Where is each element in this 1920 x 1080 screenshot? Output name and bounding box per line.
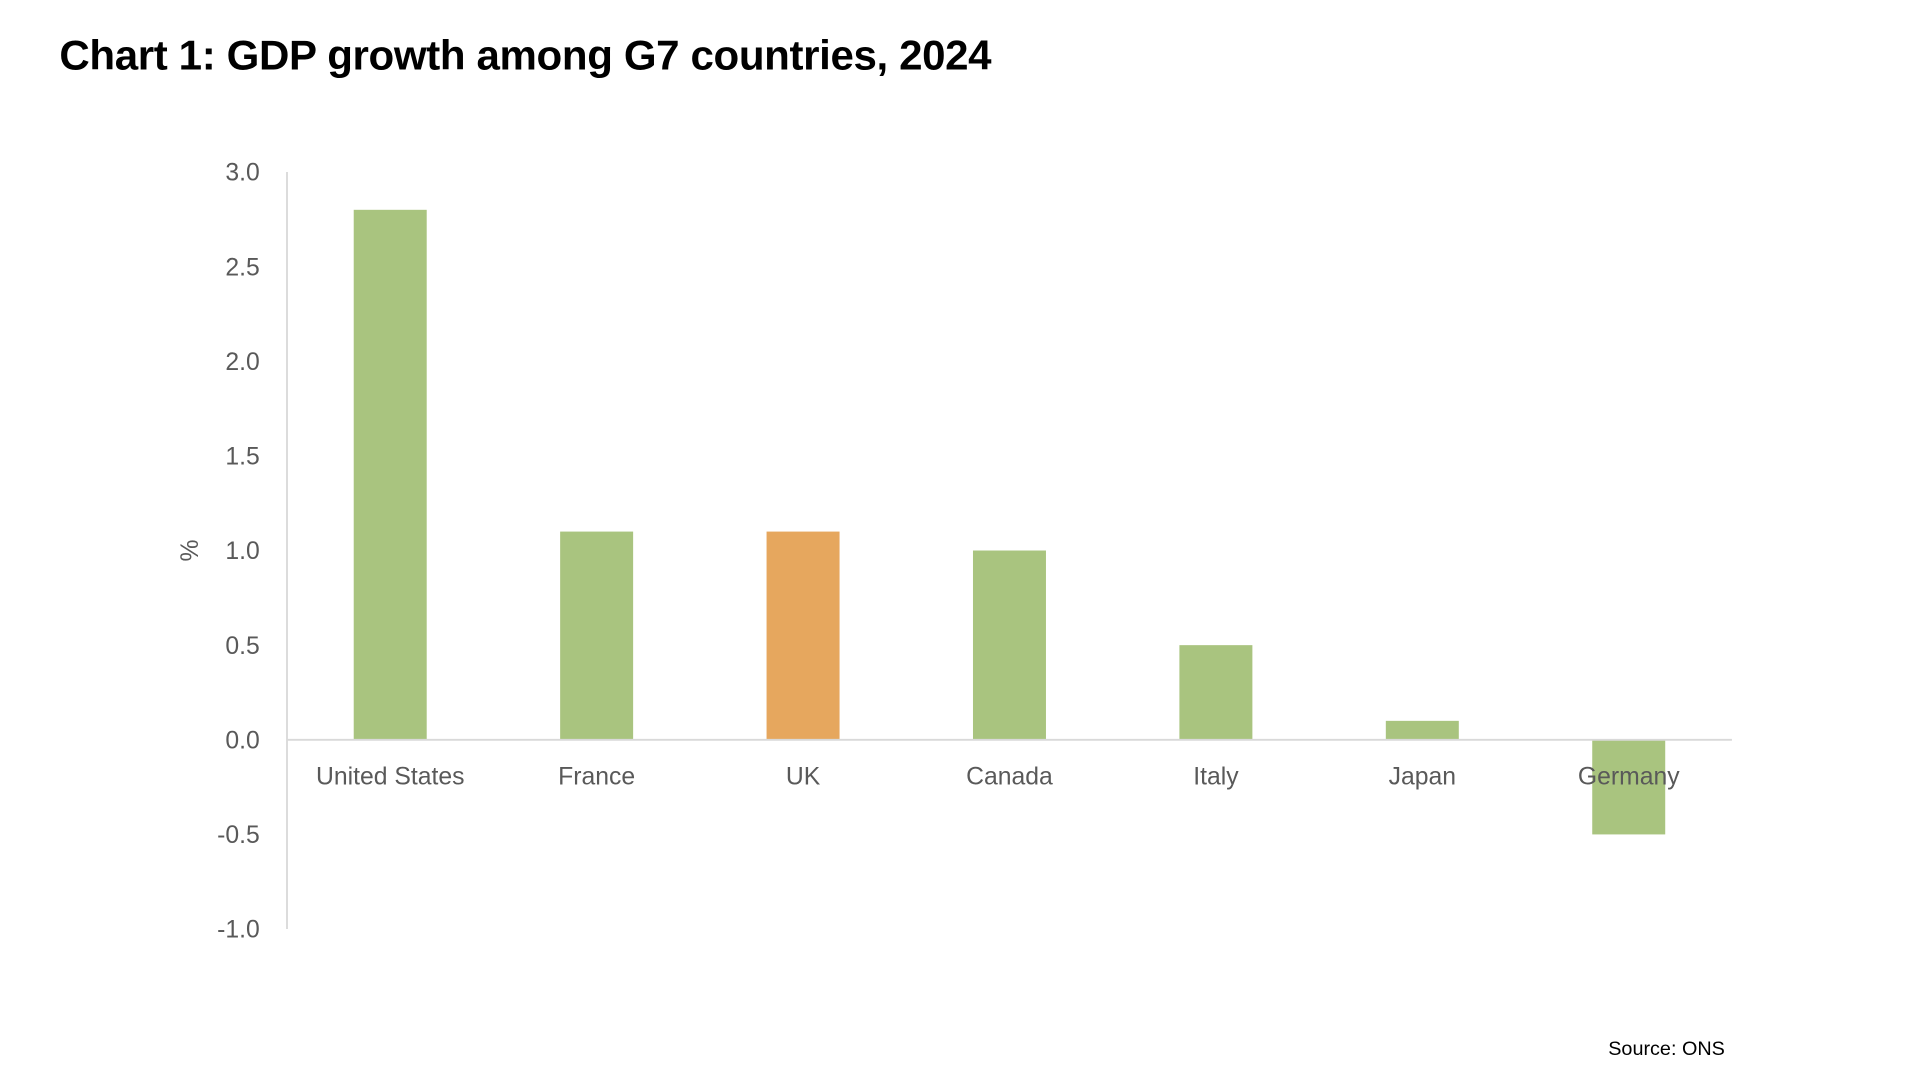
- x-tick-label: UK: [786, 763, 821, 790]
- bar-united-states: [353, 209, 427, 740]
- bar-germany: [1592, 739, 1666, 835]
- bar-italy: [1179, 645, 1253, 740]
- x-tick-label: Canada: [966, 763, 1053, 790]
- bar-canada: [972, 550, 1046, 740]
- bar-uk: [766, 531, 840, 740]
- x-axis-labels: United States France UK Canada Italy Japan Ger…: [316, 763, 1680, 790]
- bar-france: [560, 531, 634, 740]
- x-tick-label: Japan: [1389, 763, 1456, 790]
- y-axis-label: %: [177, 540, 204, 562]
- x-tick-label: Italy: [1193, 763, 1239, 790]
- bar-japan: [1385, 720, 1459, 740]
- y-tick-label: 2.0: [225, 349, 259, 376]
- y-tick-label: -1.0: [217, 917, 260, 944]
- y-tick-label: 1.5: [225, 444, 259, 471]
- y-tick-label: 1.0: [225, 538, 259, 565]
- y-tick-label: -0.5: [217, 822, 260, 849]
- y-tick-label: 0.0: [225, 727, 259, 754]
- y-axis-ticks: 3.0 2.5 2.0 1.5 1.0 0.5 0.0 -0.5 -1.0: [217, 160, 260, 944]
- y-tick-label: 0.5: [225, 633, 259, 660]
- bars: [353, 209, 1666, 835]
- y-tick-label: 2.5: [225, 254, 259, 281]
- x-tick-label: United States: [316, 763, 465, 790]
- chart-title: Chart 1: GDP growth among G7 countries, …: [59, 32, 992, 80]
- x-tick-label: France: [558, 763, 635, 790]
- source-note: Source: ONS: [1608, 1039, 1725, 1061]
- x-tick-label: Germany: [1578, 763, 1680, 790]
- y-tick-label: 3.0: [225, 160, 259, 187]
